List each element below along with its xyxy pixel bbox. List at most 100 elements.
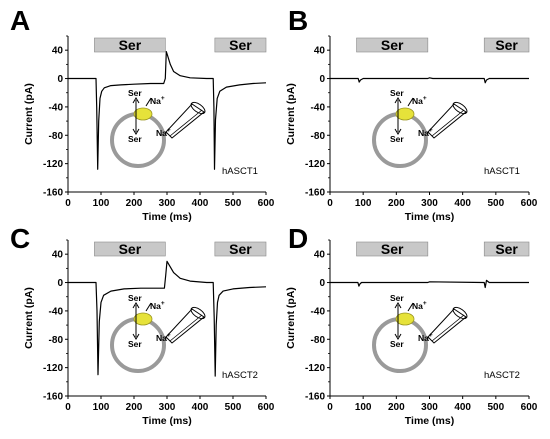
y-tick-label: 40 [314, 250, 326, 261]
na-label-top: Na+ [150, 95, 165, 106]
transporter-icon [133, 312, 153, 326]
arrowhead-icon [394, 128, 402, 135]
na-label-bottom: Na+ [156, 332, 171, 343]
ser-application-bar [483, 241, 530, 257]
patch-pipette-icon [427, 308, 467, 344]
pipette-electrode-icon [169, 109, 203, 137]
arrowhead-icon [394, 302, 402, 309]
x-tick-label: 200 [388, 402, 405, 413]
transporter-icon [133, 107, 153, 121]
ser-bar-label: Ser [119, 37, 142, 53]
y-tick-label: 40 [52, 250, 64, 261]
pipette-opening-icon [452, 101, 468, 115]
ser-label-top: Ser [128, 88, 142, 98]
ser-label-bottom: Ser [390, 339, 404, 349]
ser-label-bottom: Ser [128, 339, 142, 349]
ser-bar-label: Ser [495, 37, 518, 53]
y-tick-label: -160 [305, 392, 325, 403]
patch-pipette-icon [165, 103, 205, 139]
x-tick-label: 0 [65, 198, 71, 209]
ser-application-bar [94, 37, 166, 53]
x-axis-label: Time (ms) [405, 211, 454, 223]
arrowhead-icon [132, 333, 140, 340]
y-tick-label: -160 [43, 188, 63, 199]
y-tick-label: -160 [43, 392, 63, 403]
x-tick-label: 500 [487, 402, 504, 413]
ser-label-top: Ser [128, 293, 142, 303]
y-tick-label: 0 [319, 278, 325, 289]
cell-schematic: Ser Na+ Ser Na+ [110, 88, 206, 168]
x-tick-label: 200 [126, 198, 143, 209]
ser-application-bar [94, 241, 166, 257]
panel-letter: D [288, 223, 308, 254]
y-tick-label: -80 [49, 335, 64, 346]
x-tick-label: 100 [355, 402, 372, 413]
ser-bar-label: Ser [381, 241, 404, 257]
construct-label: hASCT1 [222, 166, 258, 177]
construct-label: hASCT2 [222, 370, 258, 381]
y-tick-label: -80 [311, 131, 326, 142]
x-tick-label: 400 [192, 402, 209, 413]
x-tick-label: 400 [192, 198, 209, 209]
na-arrow-icon [407, 97, 414, 107]
ser-bar-label: Ser [381, 37, 404, 53]
x-tick-label: 200 [388, 198, 405, 209]
current-trace [68, 51, 267, 170]
x-tick-label: 400 [454, 198, 471, 209]
pipette-electrode-icon [169, 314, 203, 342]
na-label-top: Na+ [412, 300, 427, 311]
x-tick-label: 500 [487, 198, 504, 209]
y-axis-label: Current (pA) [285, 287, 297, 349]
current-trace [68, 260, 267, 377]
x-tick-label: 0 [327, 198, 333, 209]
x-tick-label: 0 [65, 402, 71, 413]
arrowhead-icon [132, 128, 140, 135]
x-axis-label: Time (ms) [142, 415, 191, 427]
patch-pipette-icon [165, 308, 205, 344]
panel-letter: C [10, 223, 30, 254]
na-arrow-icon [145, 302, 152, 312]
arrowhead-icon [132, 97, 140, 104]
pipette-opening-icon [190, 101, 206, 115]
y-axis-label: Current (pA) [23, 287, 35, 349]
x-tick-label: 600 [521, 198, 538, 209]
y-tick-label: 0 [319, 74, 325, 85]
x-tick-label: 600 [521, 402, 538, 413]
y-tick-label: 0 [57, 74, 63, 85]
x-axis-label: Time (ms) [142, 211, 191, 223]
y-tick-label: -120 [305, 363, 325, 374]
patch-pipette-icon [427, 103, 467, 139]
arrowhead-icon [132, 302, 140, 309]
ser-application-bar [214, 241, 267, 257]
y-tick-label: -120 [43, 159, 63, 170]
panel-letter: A [10, 5, 30, 36]
arrowhead-icon [394, 97, 402, 104]
x-tick-label: 500 [225, 198, 242, 209]
y-tick-label: -80 [311, 335, 326, 346]
y-tick-label: -120 [305, 159, 325, 170]
construct-label: hASCT2 [484, 370, 520, 381]
na-label-top: Na+ [150, 300, 165, 311]
current-trace [330, 279, 529, 289]
pipette-electrode-icon [431, 314, 465, 342]
y-tick-label: 0 [57, 278, 63, 289]
x-tick-label: 100 [355, 198, 372, 209]
ser-bar-label: Ser [495, 241, 518, 257]
ser-bar-label: Ser [119, 241, 142, 257]
cell-schematic: Ser Na+ Ser Na+ [110, 293, 206, 373]
x-tick-label: 400 [454, 402, 471, 413]
x-tick-label: 500 [225, 402, 242, 413]
pipette-electrode-icon [431, 109, 465, 137]
y-tick-label: -40 [311, 306, 326, 317]
cell-schematic: Ser Na+ Ser Na+ [372, 88, 468, 168]
ser-application-bar [356, 241, 429, 257]
na-label-bottom: Na+ [418, 127, 433, 138]
na-label-bottom: Na+ [156, 127, 171, 138]
y-tick-label: -40 [49, 102, 64, 113]
y-tick-label: -160 [305, 188, 325, 199]
